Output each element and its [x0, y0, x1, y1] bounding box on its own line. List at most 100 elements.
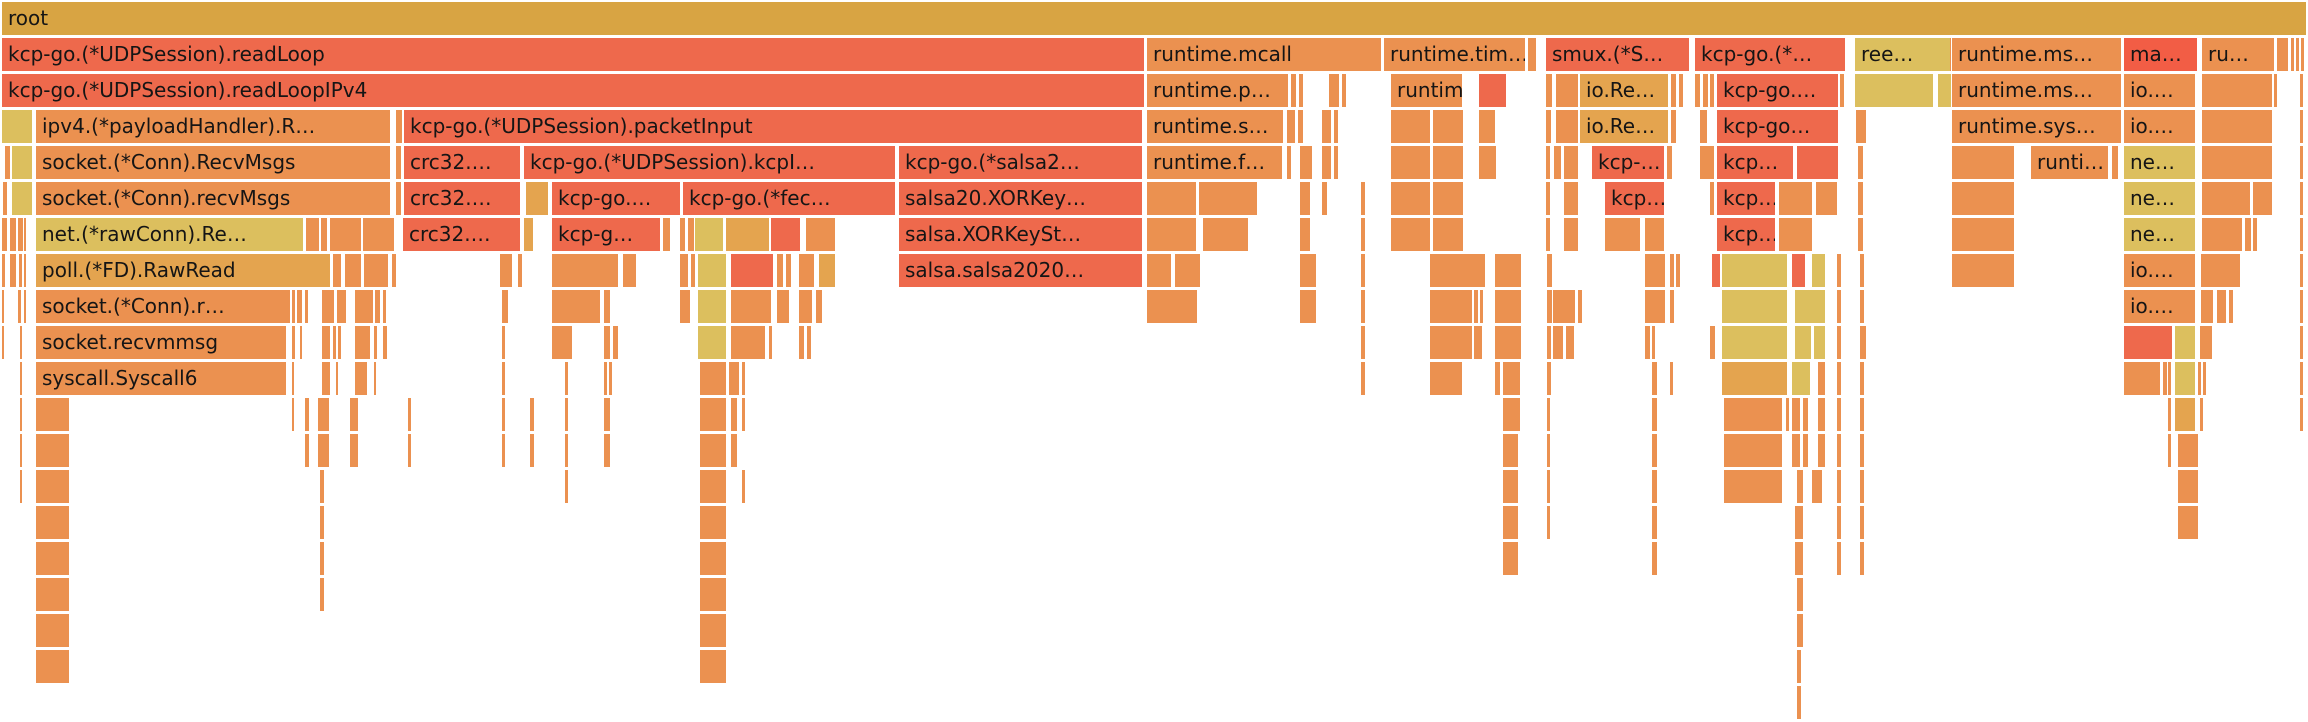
flame-frame[interactable]: [2, 110, 32, 143]
flame-frame[interactable]: [1391, 146, 1430, 179]
flame-frame[interactable]: [2296, 38, 2299, 71]
flame-frame[interactable]: [731, 434, 737, 467]
flame-frame[interactable]: [1147, 254, 1171, 287]
flame-frame[interactable]: [2202, 74, 2272, 107]
flame-frame[interactable]: [2253, 218, 2257, 251]
flame-frame[interactable]: [1553, 326, 1563, 359]
flame-frame-kcp-go[interactable]: kcp-go…: [1717, 110, 1838, 143]
flame-frame[interactable]: [292, 398, 294, 431]
flame-frame[interactable]: [518, 254, 522, 287]
flame-frame-runtime-tim[interactable]: runtime.tim…: [1384, 38, 1525, 71]
flame-frame[interactable]: [2300, 398, 2303, 431]
flame-frame[interactable]: [1812, 470, 1822, 503]
flame-frame[interactable]: [1334, 110, 1338, 143]
flame-frame[interactable]: [12, 182, 32, 215]
flame-frame-kcp-go[interactable]: kcp-go.(*…: [1695, 38, 1845, 71]
flame-frame[interactable]: [2124, 362, 2160, 395]
flame-frame[interactable]: [1564, 146, 1578, 179]
flame-frame[interactable]: [1300, 218, 1310, 251]
flame-frame[interactable]: [1860, 434, 1864, 467]
flame-frame-poll-fd-rawread[interactable]: poll.(*FD).RawRead: [36, 254, 330, 287]
flame-frame[interactable]: [408, 434, 411, 467]
flame-frame[interactable]: [355, 326, 370, 359]
flame-frame[interactable]: [1814, 326, 1825, 359]
flame-frame[interactable]: [1818, 434, 1825, 467]
flame-frame[interactable]: [1703, 74, 1708, 107]
flame-frame[interactable]: [2300, 74, 2303, 107]
flame-frame[interactable]: [1147, 218, 1196, 251]
flame-frame[interactable]: [3, 182, 7, 215]
flame-frame[interactable]: [698, 254, 726, 287]
flame-frame[interactable]: [1203, 218, 1248, 251]
flame-frame[interactable]: [1566, 326, 1574, 359]
flame-frame[interactable]: [1495, 326, 1521, 359]
flame-frame-kcp[interactable]: kcp-…: [1592, 146, 1664, 179]
flame-frame[interactable]: [374, 362, 376, 395]
flame-frame[interactable]: [1645, 290, 1665, 323]
flame-frame[interactable]: [1334, 146, 1338, 179]
flame-frame-net-rawconn-re[interactable]: net.(*rawConn).Re…: [36, 218, 303, 251]
flame-frame-kcp-go[interactable]: kcp-go.…: [1717, 74, 1838, 107]
flame-frame[interactable]: [345, 254, 361, 287]
flame-frame[interactable]: [396, 110, 402, 143]
flame-frame[interactable]: [742, 362, 745, 395]
flame-frame[interactable]: [1792, 254, 1805, 287]
flame-frame-ma[interactable]: ma…: [2124, 38, 2197, 71]
flame-frame[interactable]: [1556, 74, 1578, 107]
flame-frame[interactable]: [1952, 218, 2014, 251]
flame-frame-kcp-go[interactable]: kcp-go.…: [552, 182, 680, 215]
flame-frame[interactable]: [530, 434, 534, 467]
flame-frame[interactable]: [1361, 362, 1365, 395]
flame-frame[interactable]: [1797, 146, 1838, 179]
flame-frame[interactable]: [1858, 218, 1863, 251]
flame-frame-socket-recvmmsg[interactable]: socket.recvmmsg: [36, 326, 286, 359]
flame-frame[interactable]: [330, 218, 361, 251]
flame-frame[interactable]: [350, 398, 358, 431]
flame-frame[interactable]: [375, 290, 380, 323]
flame-frame[interactable]: [1710, 74, 1714, 107]
flame-frame[interactable]: [1724, 398, 1782, 431]
flame-frame[interactable]: [1546, 182, 1550, 215]
flame-frame[interactable]: [1479, 74, 1506, 107]
flame-frame[interactable]: [731, 326, 765, 359]
flame-frame[interactable]: [777, 254, 783, 287]
flame-frame[interactable]: [1837, 290, 1841, 323]
flame-frame[interactable]: [1556, 110, 1578, 143]
flame-frame[interactable]: [1786, 398, 1789, 431]
flame-frame[interactable]: [2300, 362, 2303, 395]
flame-frame[interactable]: [2202, 110, 2272, 143]
flame-frame[interactable]: [742, 470, 745, 503]
flame-frame[interactable]: [565, 398, 568, 431]
flame-frame-ree[interactable]: ree…: [1855, 38, 1950, 71]
flame-frame[interactable]: [337, 290, 346, 323]
flame-frame[interactable]: [364, 254, 388, 287]
flame-frame[interactable]: [20, 398, 22, 431]
flame-frame[interactable]: [1553, 290, 1575, 323]
flame-frame[interactable]: [36, 578, 69, 611]
flame-frame[interactable]: [1300, 254, 1316, 287]
flame-frame[interactable]: [1361, 326, 1365, 359]
flame-frame[interactable]: [1503, 470, 1518, 503]
flame-frame[interactable]: [1652, 326, 1655, 359]
flame-frame[interactable]: [1503, 362, 1520, 395]
flame-frame[interactable]: [1795, 326, 1811, 359]
flame-frame[interactable]: [1322, 110, 1331, 143]
flame-frame[interactable]: [1710, 182, 1714, 215]
flame-frame-runtime-p[interactable]: runtime.p…: [1147, 74, 1288, 107]
flame-frame[interactable]: [1858, 182, 1863, 215]
flame-frame[interactable]: [12, 146, 32, 179]
flame-frame-io[interactable]: io.…: [2124, 254, 2195, 287]
flame-frame[interactable]: [1679, 74, 1683, 107]
flame-frame[interactable]: [1797, 470, 1803, 503]
flame-frame[interactable]: [306, 218, 319, 251]
flame-frame-kcp-go-udpsession-readloopipv4[interactable]: kcp-go.(*UDPSession).readLoopIPv4: [2, 74, 1144, 107]
flame-frame[interactable]: [1860, 398, 1864, 431]
flame-frame[interactable]: [1792, 398, 1800, 431]
flame-frame[interactable]: [19, 254, 22, 287]
flame-frame[interactable]: [322, 326, 330, 359]
flame-frame[interactable]: [322, 362, 330, 395]
flame-frame-io[interactable]: io.…: [2124, 74, 2195, 107]
flame-frame[interactable]: [1792, 434, 1800, 467]
flame-frame[interactable]: [1199, 182, 1257, 215]
flame-frame[interactable]: [2, 254, 5, 287]
